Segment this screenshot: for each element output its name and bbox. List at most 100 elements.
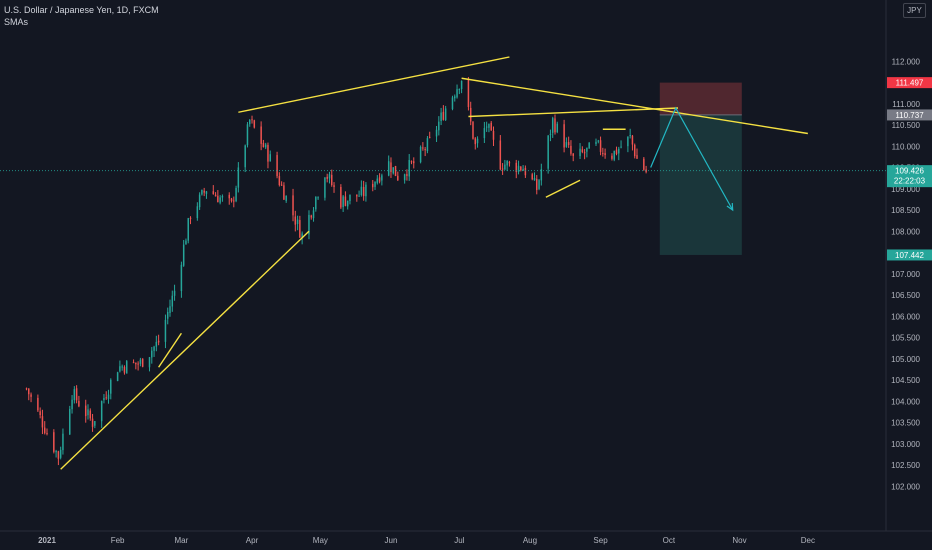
candle-body <box>173 290 176 296</box>
candle-body <box>579 148 581 157</box>
candles <box>25 76 647 466</box>
candle-body <box>301 233 303 238</box>
candle-body <box>524 167 527 176</box>
time-axis-label: Sep <box>593 536 608 545</box>
candle-body <box>346 200 349 207</box>
candle-body <box>492 131 495 140</box>
candle-body <box>121 366 123 368</box>
candle-body <box>312 210 315 219</box>
candle-body <box>554 118 556 133</box>
candle-body <box>84 405 87 417</box>
candle-body <box>501 168 504 170</box>
candle-body <box>251 119 253 121</box>
candle-body <box>43 427 46 434</box>
candle-body <box>237 167 240 188</box>
candle-body <box>292 195 294 216</box>
candle-body <box>374 181 376 187</box>
candle-body <box>547 135 549 169</box>
candle-body <box>55 450 57 453</box>
candle-body <box>137 363 139 365</box>
candle-body <box>567 142 570 146</box>
candle-body <box>438 121 440 131</box>
candle-body <box>185 240 187 245</box>
candle-body <box>248 119 251 125</box>
candle-body <box>381 175 383 181</box>
candle-body <box>139 359 142 364</box>
candle-body <box>299 220 301 238</box>
indicator-legend[interactable]: SMAs <box>4 17 29 27</box>
candle-body <box>260 126 262 144</box>
stop-price-badge-label: 111.497 <box>896 79 924 88</box>
projection-arrow <box>650 106 734 211</box>
candle-body <box>604 153 606 156</box>
candle-body <box>46 433 48 435</box>
currency-button[interactable]: JPY <box>903 3 926 18</box>
price-axis-label: 110.000 <box>892 142 921 151</box>
candle-body <box>30 394 32 397</box>
candle-body <box>406 174 408 176</box>
candle-body <box>344 196 347 206</box>
price-axis-label: 111.000 <box>892 100 920 109</box>
candle-body <box>214 194 217 197</box>
trendline <box>60 230 310 470</box>
candle-body <box>633 144 636 157</box>
candle-body <box>57 451 60 459</box>
candle-body <box>148 357 151 368</box>
price-axis-label: 105.500 <box>891 334 920 343</box>
candle-body <box>107 394 110 399</box>
candle-body <box>467 79 470 108</box>
candle-body <box>342 196 344 208</box>
candle-body <box>645 169 647 173</box>
candle-body <box>469 107 472 122</box>
candle-body <box>358 195 360 197</box>
candle-body <box>59 449 62 458</box>
candle-body <box>483 128 486 139</box>
candle-body <box>549 133 552 135</box>
candle-body <box>565 142 568 147</box>
target-price-badge-label: 107.442 <box>895 251 924 260</box>
candle-body <box>221 196 224 198</box>
time-axis-label: 2021 <box>38 536 56 545</box>
candle-body <box>517 165 520 173</box>
time-axis-label: Oct <box>663 536 676 545</box>
candle-body <box>597 140 600 142</box>
candle-body <box>219 197 221 203</box>
candle-body <box>349 194 351 201</box>
price-axis-label: 106.500 <box>891 291 920 300</box>
candle-body <box>456 89 458 98</box>
candle-body <box>378 177 381 182</box>
candle-body <box>620 146 622 148</box>
candle-body <box>69 408 71 435</box>
candle-body <box>611 155 613 159</box>
candle-body <box>451 97 454 110</box>
price-axis-label: 104.000 <box>891 397 920 406</box>
candle-body <box>166 311 169 319</box>
time-axis-label: Jun <box>385 536 398 545</box>
candle-body <box>408 160 410 177</box>
candle-body <box>169 306 171 314</box>
candle-body <box>454 96 456 99</box>
projection-arrowhead <box>726 202 734 212</box>
candle-body <box>331 174 333 186</box>
candle-body <box>71 399 73 410</box>
candle-body <box>533 177 536 181</box>
candle-body <box>613 150 615 160</box>
candle-body <box>187 218 189 241</box>
candle-body <box>308 214 310 235</box>
candle-body <box>536 178 538 190</box>
candle-body <box>141 358 144 367</box>
candle-body <box>182 244 185 266</box>
candle-body <box>155 341 158 347</box>
candle-body <box>196 206 199 219</box>
candle-body <box>153 346 155 351</box>
candle-body <box>476 138 479 144</box>
candle-body <box>390 162 392 173</box>
candle-body <box>326 176 328 179</box>
candle-body <box>586 147 588 152</box>
candle-body <box>276 155 278 177</box>
candle-body <box>285 195 287 201</box>
target-price-badge <box>887 249 932 261</box>
candle-body <box>228 194 230 199</box>
